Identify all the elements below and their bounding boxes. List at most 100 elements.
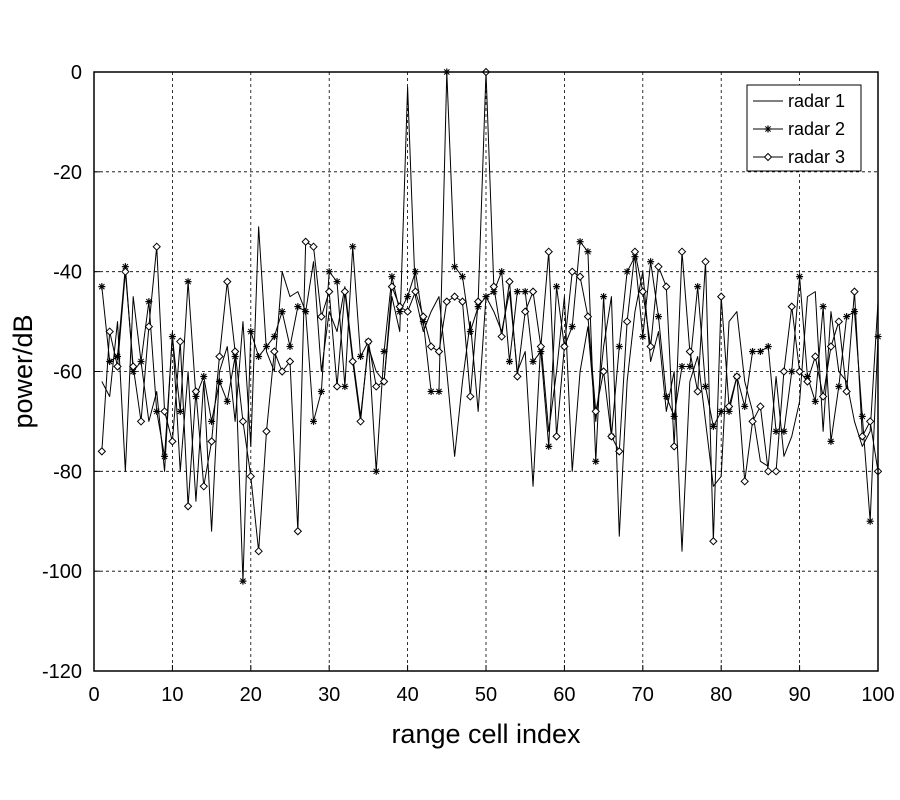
- data-point-series-2: [317, 387, 325, 395]
- data-point-series-2: [576, 238, 584, 246]
- data-point-series-3: [411, 287, 420, 296]
- data-point-series-2: [498, 268, 506, 276]
- x-tick-label: 30: [318, 684, 340, 706]
- data-point-series-3: [215, 352, 224, 361]
- legend-label: radar 3: [788, 147, 845, 167]
- data-point-series-3: [191, 387, 201, 396]
- x-tick-label: 40: [396, 684, 418, 706]
- data-point-series-3: [254, 546, 263, 556]
- data-point-series-3: [348, 357, 357, 366]
- legend-item: radar 2: [753, 119, 845, 139]
- x-axis-title: range cell index: [391, 719, 581, 749]
- data-point-series-3: [152, 242, 161, 251]
- data-point-series-2: [811, 397, 819, 405]
- data-point-series-3: [505, 277, 514, 286]
- data-point-series-3: [379, 377, 389, 386]
- data-point-series-2: [662, 392, 670, 400]
- data-point-series-2: [592, 457, 600, 465]
- data-point-series-3: [450, 292, 459, 301]
- data-point-series-3: [818, 392, 828, 401]
- data-point-series-2: [482, 293, 490, 301]
- data-point-series-3: [395, 302, 404, 311]
- data-point-series-3: [685, 347, 695, 356]
- data-point-series-3: [771, 467, 781, 476]
- data-point-series-2: [647, 258, 655, 266]
- data-point-series-3: [826, 342, 836, 351]
- series-line-2: [101, 71, 879, 582]
- data-point-series-2: [153, 407, 161, 415]
- data-point-series-2: [521, 288, 529, 296]
- data-point-series-3: [160, 407, 169, 416]
- legend-swatch-marker: [763, 152, 773, 162]
- x-tick-label: 70: [632, 684, 654, 706]
- data-point-series-3: [701, 257, 710, 266]
- data-point-series-3: [238, 417, 248, 426]
- data-point-series-2: [435, 387, 443, 395]
- data-point-series-3: [709, 537, 718, 546]
- x-tick-label: 0: [88, 684, 99, 706]
- data-point-series-3: [811, 352, 820, 361]
- data-point-series-2: [161, 452, 169, 460]
- data-point-series-3: [176, 337, 185, 346]
- data-point-series-2: [513, 288, 521, 296]
- data-point-series-3: [764, 467, 773, 476]
- data-point-series-2: [529, 358, 537, 366]
- y-tick-label: 0: [71, 62, 82, 84]
- data-point-series-3: [262, 427, 271, 436]
- data-point-series-3: [850, 287, 859, 296]
- data-point-series-3: [207, 437, 216, 446]
- data-point-series-2: [850, 308, 858, 316]
- data-point-series-2: [858, 412, 866, 420]
- data-point-series-3: [795, 367, 804, 376]
- data-point-series-2: [741, 402, 749, 410]
- data-point-series-3: [144, 322, 154, 331]
- data-point-series-3: [113, 362, 122, 371]
- data-point-series-2: [255, 353, 263, 361]
- legend-label: radar 1: [788, 91, 845, 111]
- data-point-series-3: [607, 432, 616, 441]
- data-point-series-2: [709, 422, 717, 430]
- data-point-series-3: [599, 367, 608, 376]
- data-point-series-3: [270, 347, 279, 356]
- data-point-series-3: [622, 317, 632, 326]
- data-point-series-3: [677, 247, 687, 256]
- data-point-series-2: [341, 382, 349, 390]
- data-point-series-3: [732, 372, 742, 381]
- data-point-series-2: [654, 313, 662, 321]
- x-tick-label: 100: [861, 684, 894, 706]
- data-point-series-3: [199, 482, 208, 491]
- data-point-series-3: [552, 432, 561, 441]
- x-tick-label: 90: [788, 684, 810, 706]
- data-point-series-3: [575, 272, 585, 281]
- data-point-series-3: [654, 262, 663, 271]
- data-point-series-2: [843, 313, 851, 321]
- data-point-series-3: [489, 282, 499, 291]
- data-point-series-3: [340, 287, 350, 296]
- data-point-series-3: [528, 287, 538, 296]
- data-point-series-3: [513, 372, 522, 381]
- data-point-series-2: [764, 343, 772, 351]
- data-point-series-2: [678, 363, 686, 371]
- ticks: 0 10 20 30 40 50 60 70 80 90 100 0 -20 -40 -60 -80 -100 -…: [42, 62, 895, 706]
- data-point-series-2: [404, 293, 412, 301]
- data-point-series-3: [724, 402, 734, 411]
- data-point-series-2: [231, 353, 239, 361]
- series-3: [97, 67, 883, 556]
- x-tick-label: 10: [161, 684, 183, 706]
- data-point-series-3: [372, 382, 381, 391]
- data-point-series-2: [702, 382, 710, 390]
- data-point-series-3: [317, 312, 326, 321]
- data-point-series-2: [796, 273, 804, 281]
- data-point-series-3: [630, 247, 640, 256]
- data-point-series-3: [497, 332, 506, 341]
- data-point-series-3: [458, 297, 467, 306]
- data-point-series-2: [278, 308, 286, 316]
- data-point-series-2: [639, 333, 647, 341]
- series-line-1: [101, 86, 879, 552]
- data-point-series-3: [583, 312, 593, 321]
- data-point-series-2: [270, 333, 278, 341]
- data-point-series-2: [137, 358, 145, 366]
- legend-swatch-marker: [764, 125, 772, 133]
- data-point-series-2: [506, 358, 514, 366]
- data-point-series-3: [434, 347, 444, 356]
